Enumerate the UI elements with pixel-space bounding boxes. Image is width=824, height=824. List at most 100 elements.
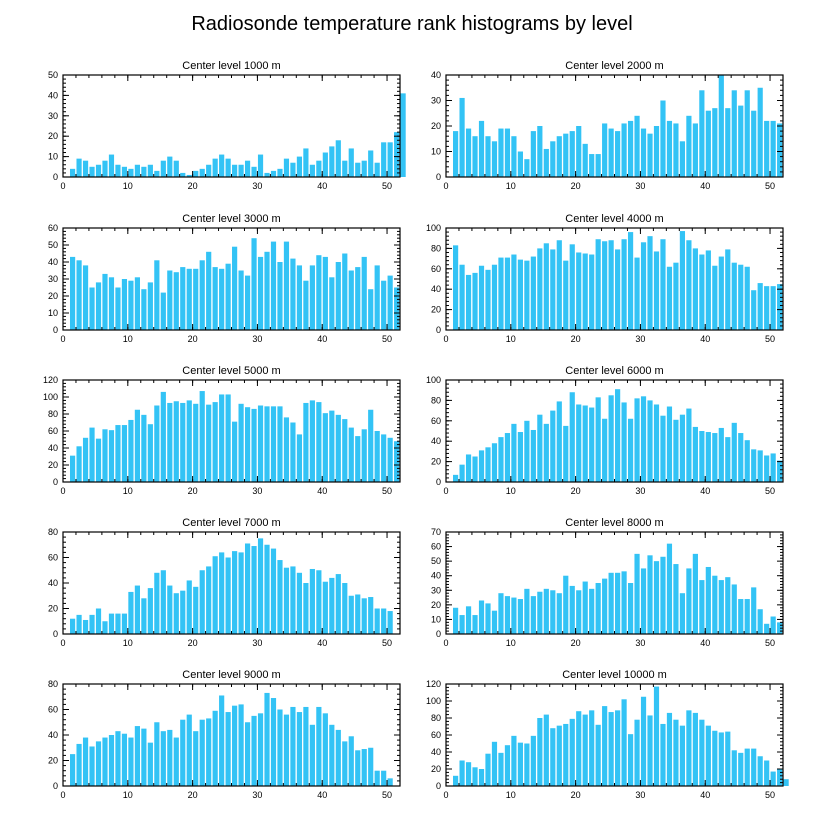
bar <box>472 136 478 177</box>
bar <box>543 588 549 634</box>
bar <box>121 279 128 330</box>
panel-9: Center level 9000 m 0 10 20 30 40 50 0 20 40 60 80 <box>48 669 401 800</box>
x-tick-label: 30 <box>252 181 262 191</box>
bar <box>342 253 348 330</box>
bar <box>167 729 173 786</box>
bar <box>673 262 679 330</box>
bar <box>160 391 166 482</box>
bar <box>206 566 212 634</box>
bar <box>569 718 575 786</box>
bar <box>361 598 367 634</box>
bar <box>115 425 121 482</box>
bar <box>543 243 549 330</box>
x-tick-label: 10 <box>506 638 516 648</box>
y-tick-label: 100 <box>426 223 441 233</box>
bar <box>342 741 348 786</box>
bar <box>355 750 361 786</box>
bar <box>348 427 354 482</box>
bar <box>621 402 627 482</box>
bar <box>647 236 653 330</box>
bar <box>95 608 102 634</box>
bar <box>705 725 711 786</box>
bar <box>660 415 666 482</box>
bar <box>134 726 140 786</box>
y-tick-label: 100 <box>426 696 441 706</box>
bar <box>381 608 387 634</box>
bar <box>465 274 472 330</box>
bar <box>290 706 296 786</box>
y-tick-label: 10 <box>48 152 58 162</box>
bar <box>731 422 737 482</box>
bar <box>264 544 270 634</box>
bar <box>491 264 498 330</box>
bar <box>576 126 582 177</box>
bar <box>647 715 653 786</box>
bar <box>602 706 608 786</box>
bar <box>537 414 543 482</box>
bar <box>335 262 341 330</box>
y-tick-label: 80 <box>48 679 58 689</box>
bar <box>524 159 530 177</box>
bar <box>738 752 744 786</box>
bar <box>524 588 530 634</box>
x-tick-label: 10 <box>506 790 516 800</box>
bar <box>219 552 225 634</box>
y-tick-label: 80 <box>431 395 441 405</box>
bar <box>595 724 601 786</box>
bar <box>725 731 731 786</box>
bar <box>212 556 218 634</box>
bar <box>738 599 744 634</box>
bar <box>569 585 575 634</box>
bar <box>212 158 218 177</box>
bar <box>517 432 523 482</box>
x-tick-label: 50 <box>765 486 775 496</box>
bar <box>712 433 718 482</box>
bar <box>679 593 686 634</box>
bar <box>699 431 705 482</box>
bar <box>498 752 504 786</box>
bar <box>186 400 192 482</box>
bar <box>517 151 523 177</box>
bar <box>225 158 231 177</box>
bar <box>400 93 406 177</box>
bar <box>134 409 140 482</box>
bar <box>225 394 231 482</box>
bar <box>115 731 121 786</box>
x-tick-label: 10 <box>123 334 133 344</box>
bar <box>309 400 315 482</box>
bar <box>524 260 530 330</box>
bar <box>180 719 186 786</box>
bar <box>82 619 89 634</box>
bar <box>102 737 108 786</box>
bar <box>374 162 380 177</box>
bar <box>160 160 166 177</box>
bar <box>777 460 783 482</box>
bar <box>686 568 692 634</box>
bar <box>556 593 562 634</box>
y-tick-label: 0 <box>436 477 441 487</box>
bar <box>627 734 634 786</box>
y-tick-label: 0 <box>53 629 58 639</box>
y-tick-label: 0 <box>53 477 58 487</box>
bar <box>589 710 595 786</box>
bar <box>608 128 614 177</box>
bar <box>764 623 770 634</box>
bar <box>232 164 238 177</box>
bar <box>589 588 595 634</box>
bar <box>394 287 400 330</box>
bar <box>303 402 309 482</box>
y-tick-label: 40 <box>431 284 441 294</box>
bar <box>582 253 588 330</box>
bar <box>147 742 153 786</box>
bar <box>368 409 374 482</box>
bar <box>381 142 387 177</box>
y-tick-label: 30 <box>48 274 58 284</box>
bar <box>361 256 367 330</box>
bar <box>517 599 523 634</box>
bar <box>595 154 601 177</box>
bar <box>537 591 543 634</box>
bar <box>309 265 315 330</box>
bar <box>731 750 737 786</box>
bar <box>777 769 783 786</box>
bar <box>232 551 238 634</box>
